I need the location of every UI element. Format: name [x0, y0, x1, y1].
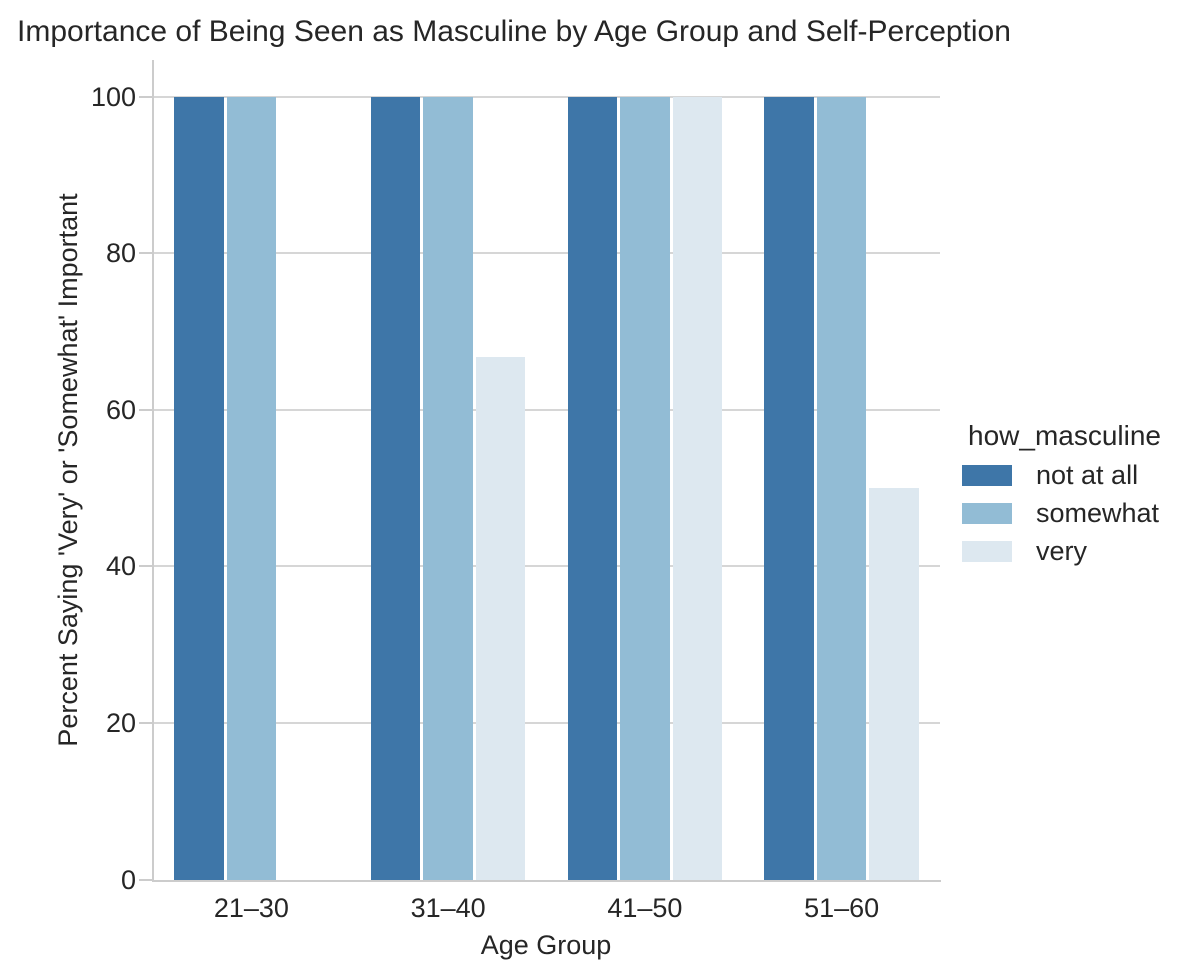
x-tick-label-21-30: 21–30 — [213, 893, 289, 923]
bar-21-30-somewhat — [226, 96, 277, 880]
legend-item-somewhat: somewhat — [962, 497, 1161, 529]
legend-item-not-at-all: not at all — [962, 459, 1161, 491]
y-axis-spine — [151, 60, 154, 880]
bar-31-40-not-at-all — [370, 96, 421, 880]
legend-item-very: very — [962, 535, 1161, 567]
legend-swatch-very — [962, 540, 1012, 562]
y-tick-label-80: 80 — [105, 238, 136, 269]
legend-label-not-at-all: not at all — [1036, 460, 1139, 490]
y-tick-label-60: 60 — [105, 394, 136, 425]
legend-rows: not at all somewhat very — [962, 459, 1161, 567]
gridline-y-20 — [153, 721, 940, 724]
y-tick-mark-80 — [139, 252, 152, 255]
chart-title: Importance of Being Seen as Masculine by… — [17, 15, 1011, 48]
bar-41-50-somewhat — [620, 96, 670, 880]
legend-title: how_masculine — [968, 420, 1161, 451]
bar-51-60-somewhat — [816, 96, 867, 880]
gridline-y-100 — [153, 95, 940, 98]
y-tick-mark-40 — [139, 565, 152, 568]
y-tick-mark-0 — [139, 878, 152, 881]
bar-51-60-not-at-all — [764, 96, 814, 880]
gridline-y-60 — [153, 408, 940, 411]
y-tick-label-40: 40 — [105, 551, 136, 582]
bar-21-30-not-at-all — [174, 96, 224, 880]
bar-41-50-not-at-all — [567, 96, 618, 880]
x-axis-spine — [151, 879, 941, 882]
x-axis-label: Age Group — [480, 930, 612, 960]
y-tick-label-20: 20 — [105, 707, 136, 738]
legend-label-very: very — [1036, 536, 1088, 566]
legend-swatch-not-at-all — [962, 464, 1012, 486]
y-tick-label-0: 0 — [120, 864, 136, 895]
bar-51-60-very — [869, 488, 919, 880]
x-tick-label-31-40: 31–40 — [410, 893, 486, 923]
y-tick-label-100: 100 — [90, 81, 136, 112]
y-tick-mark-60 — [139, 408, 152, 411]
bar-31-40-somewhat — [423, 96, 473, 880]
x-tick-label-51-60: 51–60 — [804, 893, 880, 923]
bar-41-50-very — [672, 96, 723, 880]
y-tick-mark-20 — [139, 721, 152, 724]
bar-31-40-very — [475, 357, 526, 880]
y-axis-label: Percent Saying 'Very' or 'Somewhat' Impo… — [53, 193, 83, 747]
legend-label-somewhat: somewhat — [1036, 498, 1160, 528]
y-tick-mark-100 — [139, 95, 152, 98]
legend: how_masculine not at all somewhat very — [962, 419, 1161, 573]
legend-swatch-somewhat — [962, 502, 1012, 524]
gridline-y-80 — [153, 252, 940, 255]
gridline-y-40 — [153, 565, 940, 568]
x-tick-label-41-50: 41–50 — [607, 893, 683, 923]
plot-area — [153, 60, 940, 880]
